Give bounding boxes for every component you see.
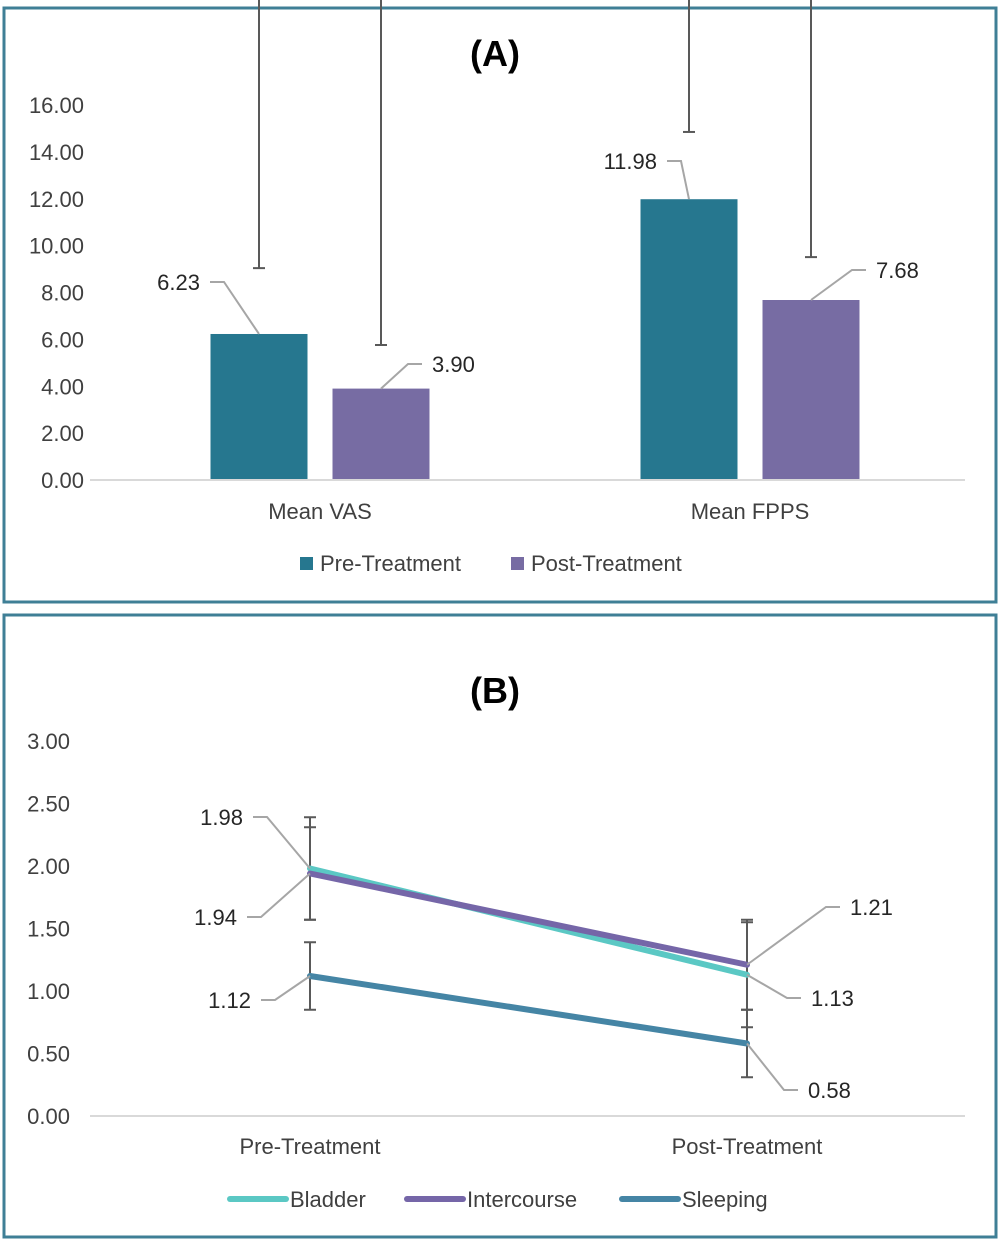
x-tick-label: Post-Treatment	[672, 1134, 823, 1159]
data-label: 1.98	[200, 805, 243, 830]
bar	[332, 388, 430, 480]
data-label: 1.21	[850, 895, 893, 920]
y-tick-label: 3.00	[27, 729, 70, 754]
y-tick-label: 2.50	[27, 792, 70, 817]
data-label: 7.68	[876, 258, 919, 283]
y-tick-label: 0.50	[27, 1042, 70, 1067]
data-label-leader	[746, 1042, 798, 1091]
legend-label: Pre-Treatment	[320, 551, 461, 576]
chart-title: (B)	[470, 670, 520, 711]
data-label-leader	[380, 363, 422, 390]
legend-label: Intercourse	[467, 1187, 577, 1212]
legend-label: Sleeping	[682, 1187, 768, 1212]
y-tick-label: 12.00	[29, 187, 84, 212]
y-tick-label: 2.00	[41, 421, 84, 446]
data-label-leader	[746, 973, 801, 999]
data-label-leader	[810, 269, 866, 301]
data-label-leader	[261, 975, 311, 1001]
series-line	[307, 973, 750, 1047]
y-tick-label: 1.00	[27, 979, 70, 1004]
y-tick-label: 4.00	[41, 374, 84, 399]
chart-title: (A)	[470, 33, 520, 74]
data-label: 6.23	[157, 270, 200, 295]
data-label: 1.13	[811, 986, 854, 1011]
data-label-leader	[667, 160, 690, 200]
y-tick-label: 0.00	[41, 468, 84, 493]
y-tick-label: 1.50	[27, 917, 70, 942]
y-tick-label: 8.00	[41, 281, 84, 306]
data-label: 0.58	[808, 1078, 851, 1103]
y-tick-label: 16.00	[29, 93, 84, 118]
data-label-leader	[253, 816, 311, 870]
data-label-leader	[247, 872, 311, 918]
y-tick-label: 10.00	[29, 234, 84, 259]
legend-label: Post-Treatment	[531, 551, 682, 576]
legend-label: Bladder	[290, 1187, 366, 1212]
y-tick-label: 2.00	[27, 854, 70, 879]
data-label-leader	[746, 906, 840, 966]
y-tick-label: 14.00	[29, 140, 84, 165]
data-label: 1.12	[208, 988, 251, 1013]
data-label-leader	[210, 281, 260, 335]
series-line	[307, 870, 750, 968]
bar	[762, 300, 860, 480]
data-label: 3.90	[432, 352, 475, 377]
legend-swatch	[511, 557, 524, 570]
panel-a: (A) 0.00 2.00 4.00 6.00 8.00 10.00 12.00 14.00 16…	[2, 0, 998, 604]
data-label: 1.94	[194, 905, 237, 930]
panel-b-border	[2, 613, 998, 1239]
y-tick-label: 0.00	[27, 1104, 70, 1129]
x-tick-label: Mean VAS	[268, 499, 372, 524]
y-tick-label: 6.00	[41, 327, 84, 352]
bar	[640, 199, 738, 480]
bar	[210, 333, 308, 480]
legend-swatch	[300, 557, 313, 570]
data-label: 11.98	[604, 149, 657, 174]
x-tick-label: Mean FPPS	[691, 499, 810, 524]
x-tick-label: Pre-Treatment	[239, 1134, 380, 1159]
panel-b: (B) 0.00 0.50 1.00 1.50 2.00 2.50 3.00 Pre-Treat…	[2, 613, 998, 1239]
